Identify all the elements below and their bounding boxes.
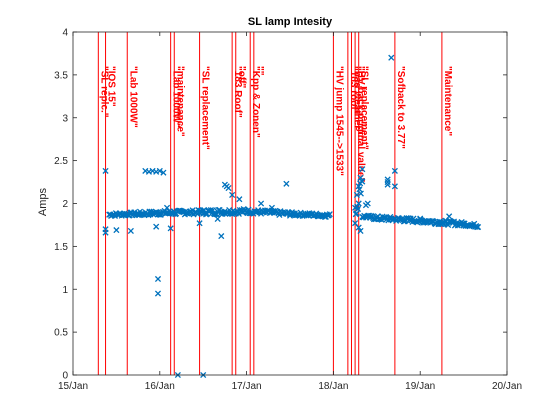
data-point: [391, 167, 398, 174]
data-point: [475, 223, 482, 231]
data-point: [384, 176, 391, 183]
data-point: [167, 225, 174, 232]
data-point: [326, 211, 333, 218]
x-tick-label: 20/Jan: [492, 381, 522, 392]
y-tick-label: 0.5: [54, 328, 68, 339]
data-point: [154, 290, 162, 297]
y-tick-label: 2: [62, 199, 68, 210]
x-tick-label: 18/Jan: [318, 381, 348, 392]
data-point: [359, 166, 366, 173]
data-point: [102, 167, 109, 174]
chart-title: SL lamp Intesity: [248, 16, 333, 28]
x-tick-label: 15/Jan: [58, 381, 88, 392]
data-point: [218, 233, 225, 240]
annotation-label: "maintenance": [174, 66, 185, 137]
data-point: [102, 229, 109, 236]
data-point: [359, 178, 366, 185]
data-point: [229, 191, 236, 198]
annotation-label: "Maintenance": [442, 66, 453, 136]
data-point: [113, 227, 120, 234]
data-point: [355, 183, 362, 190]
data-point: [214, 215, 221, 222]
y-axis-label: Amps: [37, 187, 49, 216]
y-tick-label: 2.5: [54, 156, 68, 167]
data-point: [391, 183, 398, 190]
annotation-label: "Sofback to 3.77": [395, 66, 406, 149]
data-point: [236, 196, 243, 203]
y-tick-label: 3: [62, 113, 68, 124]
x-tick-label: 17/Jan: [232, 381, 262, 392]
data-point: [283, 180, 290, 187]
annotation-label: "HV jump 1545-->1533": [333, 66, 344, 176]
data-point: [156, 167, 163, 174]
data-point: [357, 227, 364, 234]
data-point: [225, 185, 232, 192]
x-tick-label: 19/Jan: [405, 381, 435, 392]
y-tick-label: 4: [62, 28, 68, 39]
data-point: [127, 227, 134, 234]
data-point: [352, 204, 359, 211]
y-tick-label: 1: [62, 285, 68, 296]
data-point: [353, 191, 360, 198]
data-point: [388, 54, 395, 61]
annotation-layer: "SL replc.""IOS 15" "Lab 1000W" "Lab 1000W…: [97, 32, 453, 375]
annotation-label: "SL replacement": [359, 66, 370, 150]
data-point: [268, 204, 275, 211]
data-point: [160, 169, 167, 176]
annotation-label: "SL replc.": [98, 66, 109, 118]
marker-layer: [102, 54, 482, 379]
annotation-label: "bad weather": [351, 66, 362, 134]
data-point: [357, 190, 364, 197]
annotation-label: "183 Roof": [232, 66, 243, 118]
annotation-label: "IOS 15": [106, 66, 117, 107]
annotation-label: "Kpp & Zonen": [250, 66, 261, 138]
data-point: [163, 204, 171, 211]
axes-layer: 0 0.5 1 1.5 2 2.5 3 3.5 4 15/Jan 16/Jan 17/Jan 18/Ja…: [54, 28, 522, 393]
data-point: [353, 210, 360, 217]
y-tick-label: 1.5: [54, 242, 68, 253]
data-point: [357, 174, 364, 181]
x-tick-label: 16/Jan: [145, 381, 175, 392]
annotation-label: "Lab 1000W": [127, 66, 138, 128]
annotation-label: "Lab 1000W": [171, 66, 182, 128]
data-point: [153, 223, 160, 230]
annotation-label: "SL replacement": [200, 66, 211, 150]
y-tick-label: 3.5: [54, 70, 68, 81]
data-point: [446, 213, 453, 220]
data-point: [364, 200, 371, 207]
data-point: [154, 275, 162, 283]
annotation-label: "183 roof": [348, 66, 359, 115]
data-point: [355, 224, 362, 231]
data-point: [258, 200, 265, 207]
y-tick-label: 0: [62, 371, 68, 382]
annotation-label: "": [254, 66, 265, 76]
annotation-label: "off": [236, 66, 247, 89]
data-point: [196, 220, 203, 227]
data-point: [384, 181, 391, 188]
annotation-label: "HV back original value": [355, 66, 366, 182]
